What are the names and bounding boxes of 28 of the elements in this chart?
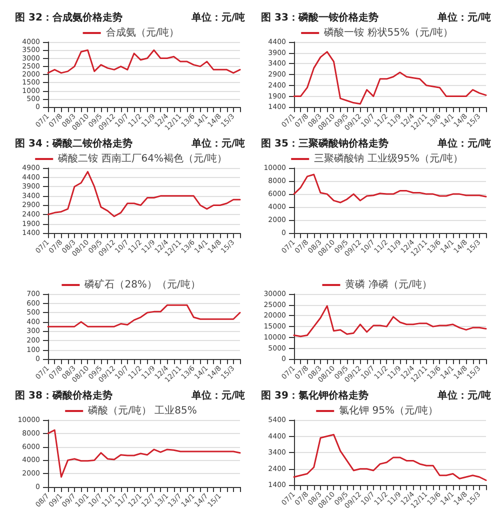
- legend-label: 磷矿石（28%）（元/吨）: [84, 278, 200, 290]
- legend-label: 黄磷 净磷（元/吨）: [345, 278, 432, 290]
- chart-subtitle: 单位：元/吨: [436, 138, 492, 150]
- chart-title: 图 34：磷酸二铵价格走势: [15, 138, 132, 150]
- legend-label: 氯化钾 95%（元/吨）: [339, 404, 438, 416]
- line-series: [47, 304, 241, 328]
- line-series: [293, 434, 487, 482]
- line-series: [293, 305, 487, 338]
- chart-title: 图 38：磷酸价格走势: [15, 390, 112, 402]
- line-series: [293, 174, 487, 204]
- line-series: [47, 49, 241, 74]
- chart-subtitle: 单位：元/吨: [190, 12, 246, 24]
- legend-label: 三聚磷酸钠 工业级95%（元/吨）: [314, 152, 463, 164]
- chart-title: 图 35：三聚磷酸钠价格走势: [261, 138, 388, 150]
- chart-subtitle: 单位：元/吨: [436, 390, 492, 402]
- line-series: [293, 51, 487, 105]
- legend-label: 磷酸一铵 粉状55%（元/吨）: [323, 26, 453, 38]
- legend-label: 磷酸二铵 西南工厂64%褐色（元/吨）: [57, 152, 227, 164]
- legend-label: 合成氨（元/吨）: [106, 26, 180, 38]
- chart-title: 图 33：磷酸一铵价格走势: [261, 12, 378, 24]
- chart-title: 图 32：合成氨价格走势: [15, 12, 122, 24]
- chart-subtitle: 单位：元/吨: [436, 12, 492, 24]
- legend-label: 磷酸（元/吨） 工业85%: [87, 404, 197, 416]
- line-series: [47, 429, 241, 478]
- chart-subtitle: 单位：元/吨: [190, 390, 246, 402]
- line-series: [47, 170, 241, 218]
- chart-title: 图 39：氯化钾价格走势: [261, 390, 368, 402]
- chart-subtitle: 单位：元/吨: [190, 138, 246, 150]
